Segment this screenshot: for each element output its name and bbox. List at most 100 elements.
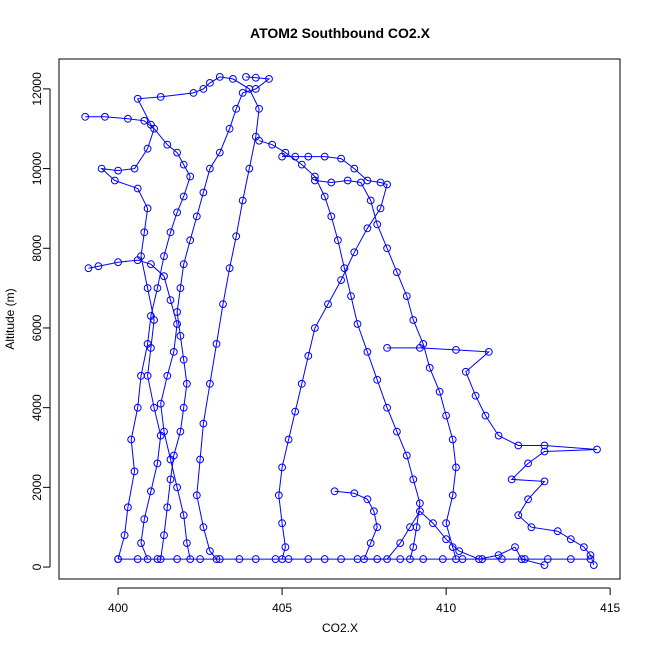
x-axis-label: CO2.X: [322, 621, 358, 635]
data-point: [281, 543, 290, 551]
data-point: [192, 212, 201, 221]
data-point: [114, 258, 122, 267]
data-point: [156, 399, 165, 408]
y-tick-label: 8000: [30, 235, 44, 262]
data-point: [514, 511, 523, 520]
data-point: [370, 507, 378, 516]
y-tick-label: 6000: [30, 314, 44, 341]
data-point: [337, 154, 346, 163]
data-point: [192, 491, 201, 500]
data-point: [448, 543, 457, 551]
data-point: [150, 316, 159, 324]
data-point: [278, 519, 287, 528]
data-point: [232, 232, 241, 241]
data-point: [376, 204, 385, 213]
data-point: [173, 320, 182, 328]
series-line: [85, 116, 162, 560]
series-1: [114, 73, 264, 563]
plot-frame: [58, 58, 621, 580]
data-point: [363, 224, 372, 233]
data-point: [448, 491, 457, 500]
series-line: [117, 76, 260, 560]
data-point: [206, 79, 214, 87]
data-point: [176, 284, 185, 293]
data-point: [363, 495, 372, 504]
data-point: [179, 511, 188, 520]
data-point: [350, 164, 359, 173]
data-point: [353, 320, 362, 328]
data-point: [393, 427, 401, 436]
data-point: [179, 160, 188, 169]
data-point: [580, 543, 588, 551]
data-point: [176, 332, 185, 340]
data-point: [215, 73, 224, 81]
data-point: [133, 403, 142, 412]
data-point: [396, 539, 405, 547]
data-point: [324, 300, 332, 309]
data-point: [311, 172, 319, 181]
data-point: [163, 371, 172, 380]
data-point: [347, 292, 355, 301]
data-point: [291, 407, 300, 416]
data-point: [373, 220, 382, 229]
data-point: [383, 244, 392, 253]
data-point: [393, 268, 401, 277]
data-point: [133, 94, 142, 103]
data-point: [586, 551, 595, 559]
data-point: [320, 152, 329, 161]
data-point: [84, 264, 93, 273]
data-point: [169, 451, 178, 460]
data-point: [350, 248, 359, 257]
data-point: [199, 523, 208, 532]
data-point: [514, 441, 523, 450]
data-point: [455, 547, 464, 555]
data-point: [406, 523, 414, 532]
data-point: [409, 475, 418, 484]
data-point: [186, 172, 195, 181]
data-point: [225, 264, 234, 273]
data-point: [130, 467, 139, 476]
data-point: [173, 208, 182, 217]
data-point: [206, 164, 214, 173]
data-point: [429, 519, 437, 528]
data-point: [278, 463, 287, 472]
series-7: [156, 73, 273, 563]
data-point: [255, 104, 264, 113]
data-point: [166, 228, 175, 237]
data-point: [206, 547, 214, 555]
data-point: [586, 555, 595, 563]
data-point: [593, 445, 601, 454]
data-point: [81, 112, 90, 121]
data-point: [143, 284, 152, 293]
data-point: [373, 523, 382, 532]
series-3: [84, 256, 195, 563]
data-point: [186, 236, 195, 245]
data-point: [160, 427, 168, 436]
data-point: [147, 487, 155, 496]
series-8: [383, 344, 601, 569]
data-point: [416, 507, 424, 516]
data-point: [245, 164, 254, 173]
data-point: [140, 228, 149, 237]
y-tick-label: 12000: [30, 72, 44, 106]
data-point: [452, 463, 460, 472]
data-point: [199, 188, 208, 197]
y-tick-label: 4000: [30, 394, 44, 421]
data-point: [199, 419, 208, 428]
data-point: [337, 276, 346, 285]
series-line: [88, 259, 191, 560]
data-point: [311, 176, 319, 185]
data-point: [189, 89, 198, 97]
data-point: [150, 403, 159, 412]
data-point: [553, 527, 562, 536]
data-point: [304, 152, 313, 161]
data-point: [143, 204, 152, 213]
data-point: [110, 176, 119, 185]
x-tick-label: 410: [436, 601, 456, 615]
data-point: [179, 260, 188, 269]
data-point: [366, 196, 375, 205]
data-point: [540, 477, 549, 486]
series-6: [311, 176, 460, 563]
data-point: [140, 116, 149, 125]
